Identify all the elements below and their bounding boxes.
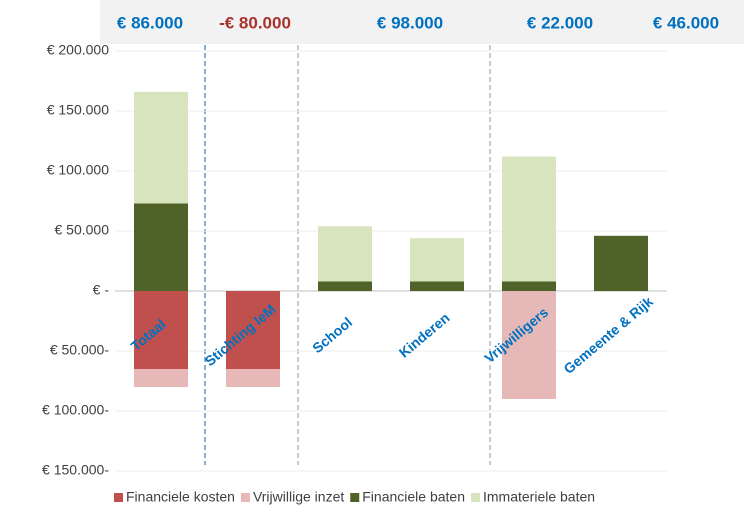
y-tick-label: € 200.000 xyxy=(47,42,109,58)
annotation: € 86.000 xyxy=(117,13,183,32)
legend-marker xyxy=(114,493,123,502)
bar-segment xyxy=(226,291,280,369)
legend-marker xyxy=(240,493,250,502)
y-tick-label: € 150.000 xyxy=(47,102,109,118)
legend-marker xyxy=(350,493,360,502)
bar-segment xyxy=(410,281,464,291)
y-tick-label: € - xyxy=(93,282,110,298)
y-tick-label: € 50.000- xyxy=(50,342,109,358)
bar-segment xyxy=(318,281,372,291)
annotation: -€ 80.000 xyxy=(219,13,291,32)
legend-label: Vrijwillige inzet xyxy=(253,489,344,505)
y-tick-label: € 150.000- xyxy=(42,462,109,478)
bar-segment xyxy=(502,281,556,291)
bar-segment xyxy=(502,156,556,282)
bar-segment xyxy=(134,91,188,204)
y-tick-label: € 50.000 xyxy=(55,222,110,238)
bar-segment xyxy=(594,235,648,291)
bar-segment xyxy=(134,291,188,369)
legend-label: Financiele baten xyxy=(362,489,465,505)
grid xyxy=(115,50,667,472)
legend-label: Immateriele baten xyxy=(483,489,595,505)
category-label: Kinderen xyxy=(396,309,453,360)
y-tick-label: € 100.000 xyxy=(47,162,109,178)
bar-segment xyxy=(134,203,188,291)
bar-segment xyxy=(318,226,372,282)
bar-segment xyxy=(410,238,464,282)
y-tick-label: € 100.000- xyxy=(42,402,109,418)
annotation: € 22.000 xyxy=(527,13,593,32)
category-label: School xyxy=(309,314,355,356)
bar-segment xyxy=(502,291,556,399)
category-label: Gemeente & Rijk xyxy=(560,293,656,377)
annotation: € 46.000 xyxy=(653,13,719,32)
annotation: € 98.000 xyxy=(377,13,443,32)
legend-marker xyxy=(471,493,480,502)
bar-segment xyxy=(226,369,280,387)
banner xyxy=(100,0,744,44)
bar-segment xyxy=(134,369,188,387)
legend-label: Financiele kosten xyxy=(126,489,235,505)
